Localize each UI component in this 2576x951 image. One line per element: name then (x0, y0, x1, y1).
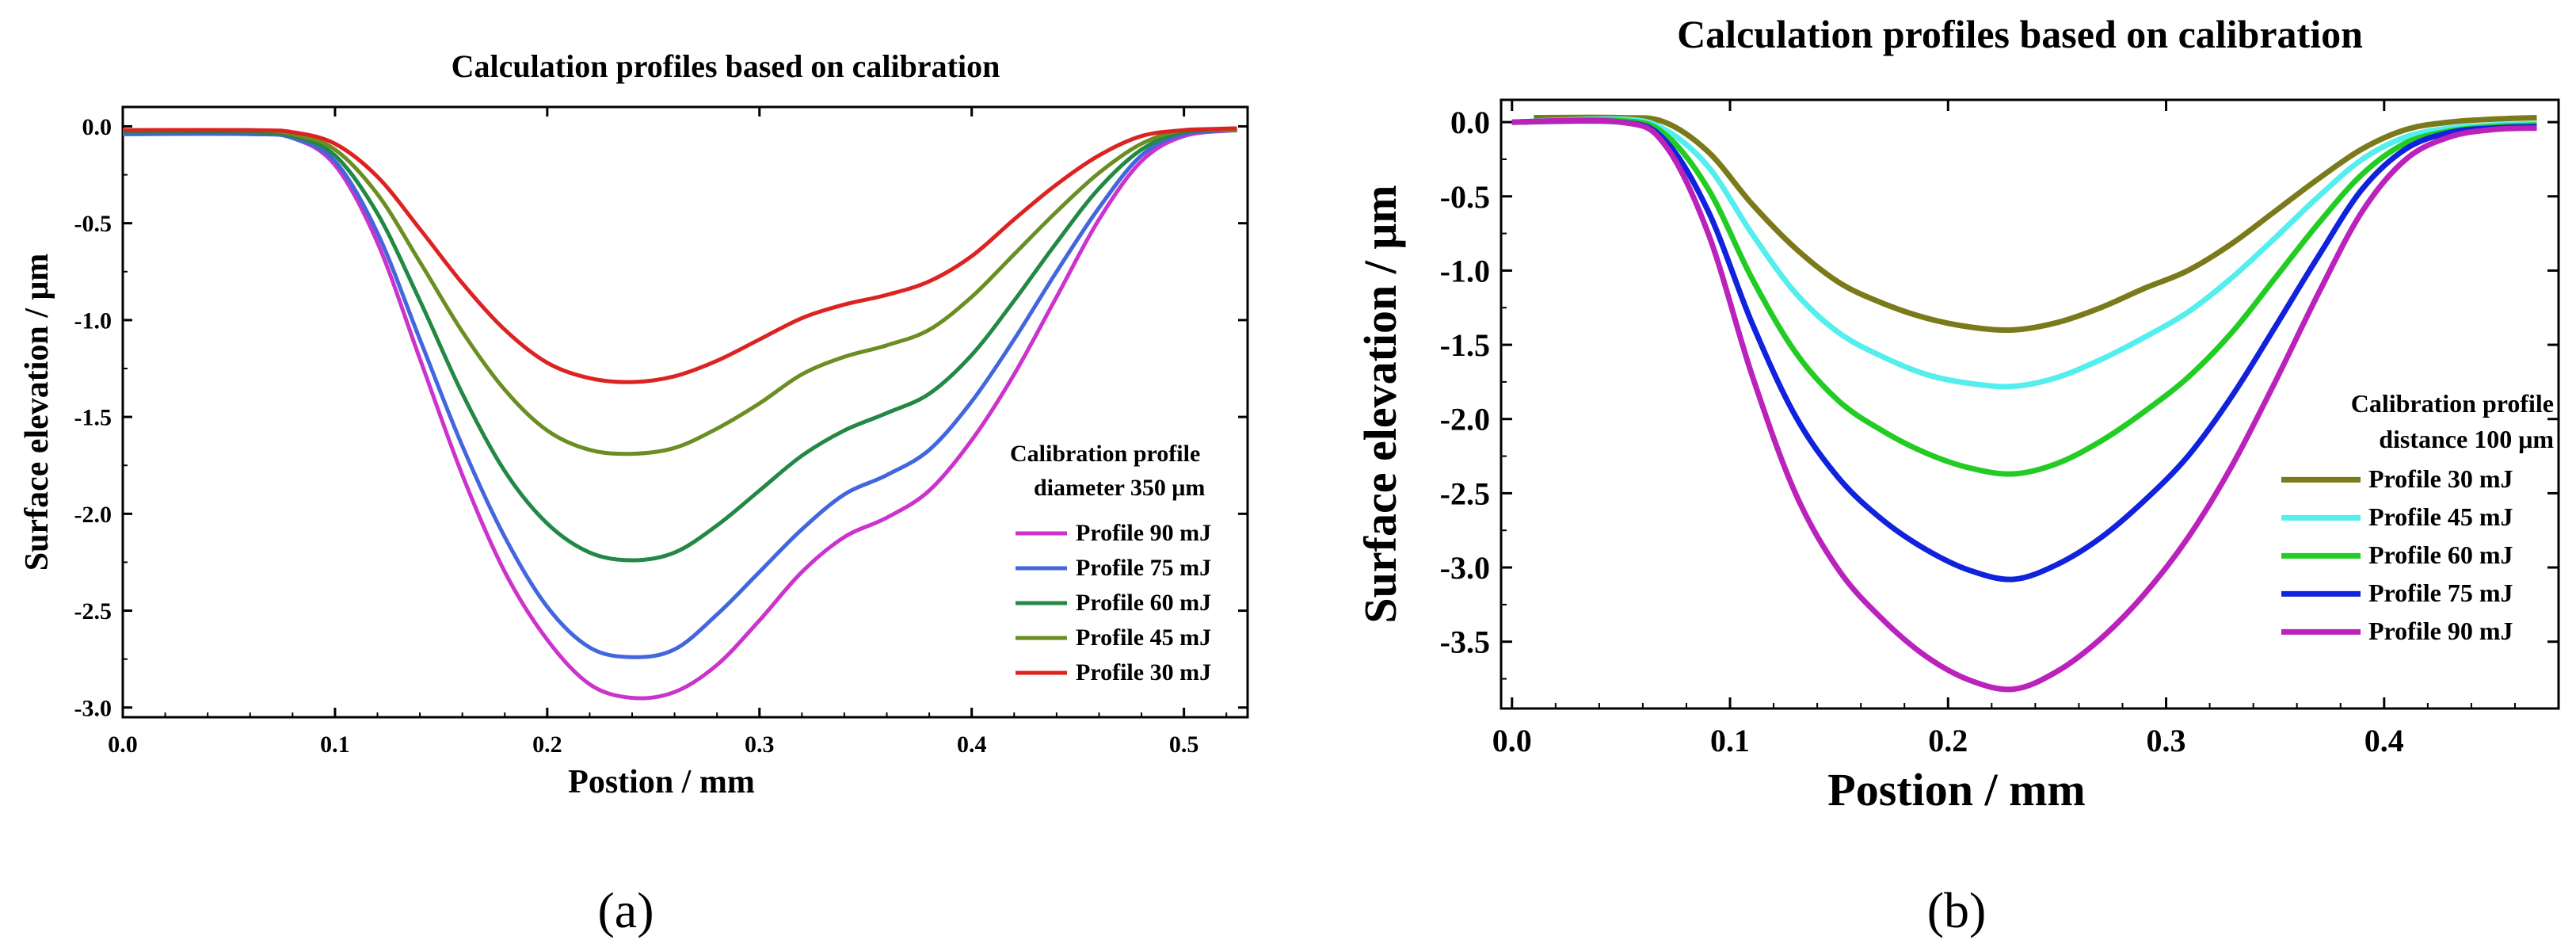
chart-a-xtick-label: 0.3 (745, 731, 775, 758)
chart-b-series-profile-75-mj (1511, 117, 2537, 582)
chart-b-xtick-label: 0.3 (2147, 723, 2186, 758)
chart-b-series-profile-90-mj (1511, 117, 2537, 693)
chart-b-ytick-label: -0.5 (1440, 179, 1490, 215)
chart-a-legend-label: Profile 60 mJ (1076, 590, 1211, 616)
chart-a-ticks: 0.0 0.1 0.2 0.3 0.4 0.5 0.0 -0.5 -1.0 -1.5 -2.0 -2.… (74, 107, 1248, 758)
chart-b-legend-title-2: distance 100 μm (2379, 425, 2554, 453)
chart-a-series-profile-60-mj (122, 128, 1237, 563)
chart-a: Calculation profiles based on calibratio… (19, 48, 1249, 938)
chart-a-series-profile-75-mj (122, 128, 1237, 659)
chart-a-xtick-label: 0.4 (957, 731, 987, 758)
chart-b-ylabel: Surface elevation / μm (1355, 185, 1406, 623)
chart-a-series-profile-45-mj (122, 127, 1237, 456)
chart-a-xtick-label: 0.0 (108, 731, 138, 758)
chart-b-ytick-label: -3.0 (1440, 550, 1490, 586)
chart-b-series (1511, 114, 2537, 693)
chart-a-plot-frame (121, 105, 1249, 719)
chart-a-ytick-label: -3.0 (74, 695, 112, 721)
chart-b-xtick-label: 0.4 (2365, 723, 2404, 758)
chart-b-ytick-label: -3.5 (1440, 624, 1490, 660)
chart-b-ytick-label: -2.0 (1440, 402, 1490, 437)
chart-a-series-profile-90-mj (122, 128, 1237, 701)
chart-a-ytick-label: -2.5 (74, 598, 112, 624)
chart-a-legend-title-2: diameter 350 μm (1034, 475, 1205, 501)
chart-b-title: Calculation profiles based on calibratio… (1677, 12, 2363, 56)
chart-b-ytick-label: -2.5 (1440, 476, 1490, 511)
chart-a-legend: Calibration profile diameter 350 μm Prof… (1010, 441, 1211, 686)
chart-a-ytick-label: -2.0 (74, 502, 112, 528)
panel-label-b: (b) (1927, 882, 1987, 938)
chart-a-legend-label: Profile 30 mJ (1076, 659, 1211, 686)
chart-a-ylabel: Surface elevation / μm (19, 254, 55, 571)
chart-a-xtick-label: 0.5 (1169, 731, 1199, 758)
chart-b-xlabel: Postion / mm (1827, 764, 2085, 815)
chart-b-xtick-label: 0.0 (1492, 723, 1532, 758)
chart-a-legend-label: Profile 90 mJ (1076, 520, 1211, 546)
chart-a-xtick-label: 0.1 (320, 731, 350, 758)
panel-label-a: (a) (597, 882, 654, 938)
chart-b-ytick-label: 0.0 (1450, 105, 1490, 140)
chart-b-series-profile-45-mj (1511, 116, 2537, 390)
chart-a-legend-label: Profile 45 mJ (1076, 624, 1211, 651)
chart-a-legend-title-1: Calibration profile (1010, 441, 1200, 467)
chart-b-series-profile-30-mj (1534, 114, 2537, 334)
chart-b-legend-label: Profile 30 mJ (2368, 464, 2513, 493)
chart-a-xlabel: Postion / mm (568, 764, 755, 800)
chart-b-ticks: 0.0 0.1 0.2 0.3 0.4 0.0 -0.5 -1.0 -1.5 -2.0 -2.5 -3… (1440, 100, 2559, 758)
chart-b-legend-title-1: Calibration profile (2351, 389, 2554, 418)
chart-b-ytick-label: -1.0 (1440, 253, 1490, 288)
chart-a-xtick-label: 0.2 (532, 731, 562, 758)
chart-a-series-profile-30-mj (122, 126, 1237, 384)
chart-b-legend-label: Profile 45 mJ (2368, 502, 2513, 531)
chart-b-legend-label: Profile 75 mJ (2368, 579, 2513, 607)
chart-b-plot-frame (1499, 98, 2560, 710)
chart-a-title: Calculation profiles based on calibratio… (452, 48, 1000, 84)
chart-b-series-profile-60-mj (1511, 116, 2537, 477)
chart-a-ytick-label: -1.5 (74, 405, 112, 431)
chart-b-xtick-label: 0.2 (1928, 723, 1968, 758)
chart-a-ytick-label: -0.5 (74, 211, 112, 237)
chart-b: Calculation profiles based on calibratio… (1355, 12, 2560, 938)
chart-b-ytick-label: -1.5 (1440, 327, 1490, 363)
chart-b-legend-label: Profile 60 mJ (2368, 540, 2513, 569)
chart-b-xtick-label: 0.1 (1710, 723, 1750, 758)
chart-a-ytick-label: 0.0 (82, 114, 112, 140)
chart-a-ytick-label: -1.0 (74, 307, 112, 334)
chart-b-legend-label: Profile 90 mJ (2368, 617, 2513, 645)
chart-b-legend: Calibration profile distance 100 μm Prof… (2281, 389, 2554, 645)
chart-a-legend-label: Profile 75 mJ (1076, 555, 1211, 581)
chart-a-series (122, 126, 1237, 701)
